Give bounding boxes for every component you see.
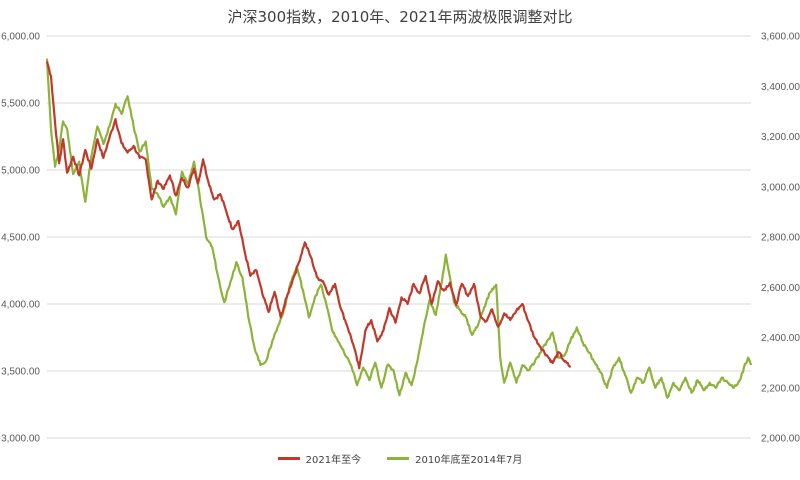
right-tick-label: 2,800.00 <box>761 233 800 244</box>
legend-item-series-2[interactable]: 2010年底至2014年7月 <box>387 451 522 466</box>
right-tick-label: 2,400.00 <box>761 333 800 344</box>
right-tick-label: 3,200.00 <box>761 132 800 143</box>
left-tick-label: 5,000.00 <box>1 166 40 177</box>
left-tick-label: 3,000.00 <box>1 434 40 445</box>
left-tick-label: 5,500.00 <box>1 99 40 110</box>
right-tick-label: 2,200.00 <box>761 383 800 394</box>
right-tick-label: 3,000.00 <box>761 182 800 193</box>
left-tick-label: 4,500.00 <box>1 233 40 244</box>
right-tick-label: 3,400.00 <box>761 82 800 93</box>
legend-swatch-series-1 <box>277 457 300 460</box>
left-axis-ticks: 3,000.00 3,500.00 4,000.00 4,500.00 5,000.00… <box>1 32 40 445</box>
right-tick-label: 2,000.00 <box>761 434 800 445</box>
left-tick-label: 6,000.00 <box>1 32 40 43</box>
legend-label-series-1: 2021年至今 <box>305 455 362 466</box>
legend-swatch-series-2 <box>387 457 410 460</box>
left-tick-label: 4,000.00 <box>1 300 40 311</box>
series-line-2 <box>45 58 753 399</box>
legend-label-series-2: 2010年底至2014年7月 <box>415 455 523 466</box>
right-tick-label: 2,600.00 <box>761 283 800 294</box>
right-tick-label: 3,600.00 <box>761 32 800 43</box>
series-layer <box>45 58 753 399</box>
left-tick-label: 3,500.00 <box>1 367 40 378</box>
legend-item-series-1[interactable]: 2021年至今 <box>277 451 362 466</box>
chart-title: 沪深300指数，2010年、2021年两波极限调整对比 <box>227 8 573 26</box>
right-axis-ticks: 2,000.00 2,200.00 2,400.00 2,600.00 2,800.00… <box>761 32 800 445</box>
series-line-1 <box>45 61 572 370</box>
grid-lines <box>47 35 751 439</box>
legend: 2021年至今 2010年底至2014年7月 <box>0 451 800 466</box>
